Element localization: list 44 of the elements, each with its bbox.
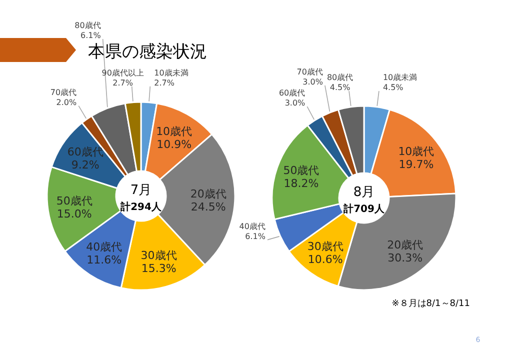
- slice-label: 30歳代: [307, 240, 344, 254]
- data-label: 15.3%: [141, 262, 176, 276]
- data-label: 6.1%: [80, 30, 102, 40]
- slice-label: 30歳代: [140, 249, 177, 262]
- text: 本県の感染状況: [88, 42, 207, 62]
- data-label: 30.3%: [388, 251, 423, 264]
- text: 計709人: [342, 203, 386, 215]
- data-label: 3.0%: [284, 98, 306, 108]
- slice-label: 60歳代: [67, 146, 104, 159]
- slice-label: 50歳代: [56, 194, 92, 208]
- slice-label: 10歳未満: [382, 73, 418, 82]
- slice-label: 10歳代: [156, 125, 192, 138]
- data-label: 2.7%: [154, 78, 175, 88]
- data-label: 19.7%: [398, 158, 434, 171]
- data-label: 4.5%: [330, 83, 351, 92]
- data-label: 10.6%: [308, 253, 343, 266]
- slice-label: 50歳代: [283, 164, 320, 177]
- data-label: 18.2%: [284, 176, 319, 190]
- data-label: 24.5%: [190, 200, 226, 214]
- text: ※８月は8/1～8/11: [392, 299, 470, 309]
- data-label: 4.5%: [382, 83, 404, 92]
- data-label: 10.9%: [156, 138, 192, 152]
- data-label: 2.7%: [112, 78, 134, 88]
- slice-label: 20歳代: [387, 238, 424, 252]
- text: 8月: [353, 185, 375, 200]
- slice-label: 80歳代: [74, 20, 101, 30]
- text: 7月: [130, 183, 152, 198]
- data-label: 2.0%: [56, 98, 78, 107]
- slice-label: 90歳代以上: [102, 68, 144, 78]
- slice-label: 20歳代: [190, 188, 226, 201]
- text: 計294人: [120, 201, 162, 213]
- data-label: 11.6%: [86, 254, 122, 267]
- data-label: 15.0%: [56, 208, 92, 221]
- slice-label: 40歳代: [86, 240, 122, 254]
- slice-label: 80歳代: [326, 73, 354, 82]
- data-label: 3.0%: [302, 77, 324, 86]
- data-label: 6.1%: [245, 232, 266, 241]
- slice-label: 70歳代: [296, 67, 323, 76]
- slice-label: 10歳代: [398, 144, 434, 158]
- slice-label: 10歳未満: [154, 68, 188, 78]
- slice-label: 60歳代: [278, 88, 306, 98]
- slice-label: 40歳代: [239, 222, 266, 231]
- data-label: 9.2%: [71, 158, 100, 172]
- slice-label: 70歳代: [50, 88, 77, 97]
